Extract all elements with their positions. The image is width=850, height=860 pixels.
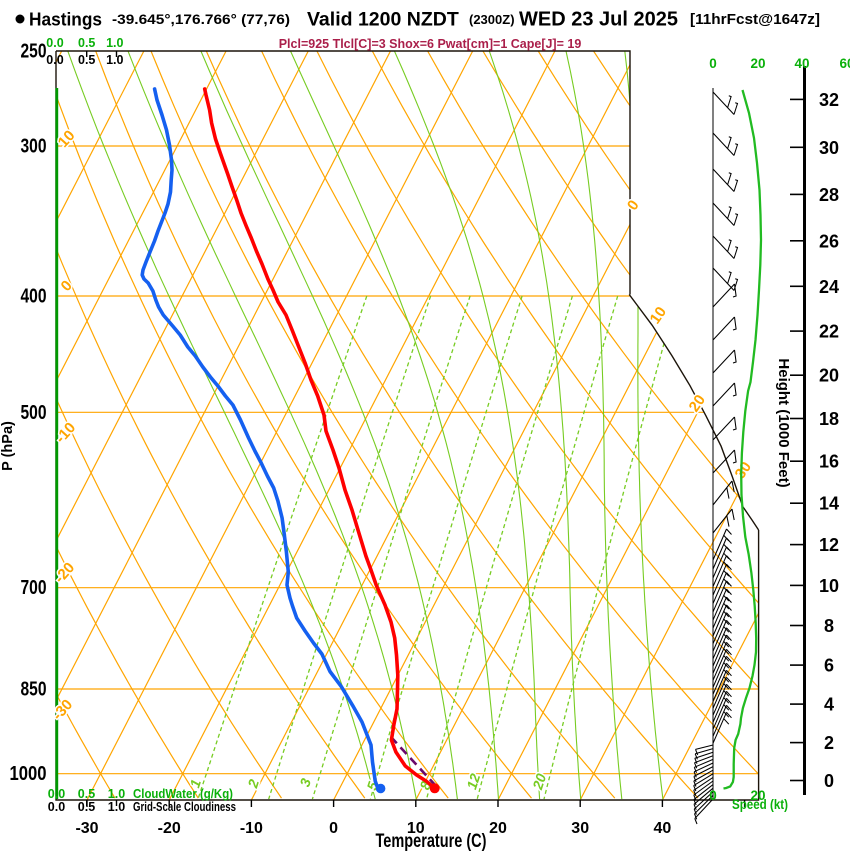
svg-text:Speed (kt): Speed (kt) <box>732 797 788 812</box>
svg-text:0.0: 0.0 <box>48 800 65 814</box>
svg-text:40: 40 <box>794 56 809 71</box>
svg-text:18: 18 <box>819 409 839 429</box>
svg-text:12: 12 <box>463 771 483 791</box>
svg-text:Valid 1200 NZDT: Valid 1200 NZDT <box>307 9 459 31</box>
svg-text:1.0: 1.0 <box>108 787 125 801</box>
svg-text:0: 0 <box>624 197 643 214</box>
svg-text:0: 0 <box>329 820 338 837</box>
svg-text:8: 8 <box>824 616 834 636</box>
svg-text:Grid-Scale Cloudiness: Grid-Scale Cloudiness <box>133 800 236 814</box>
svg-text:500: 500 <box>21 402 47 424</box>
svg-text:30: 30 <box>571 820 589 837</box>
svg-text:250: 250 <box>21 41 47 63</box>
svg-text:1000: 1000 <box>10 763 47 785</box>
svg-text:700: 700 <box>21 577 47 599</box>
svg-text:0.0: 0.0 <box>46 53 63 67</box>
svg-text:20: 20 <box>686 392 709 415</box>
svg-text:Plcl=925 Tlcl[C]=3 Shox=6 Pwat: Plcl=925 Tlcl[C]=3 Shox=6 Pwat[cm]=1 Cap… <box>279 37 582 51</box>
svg-text:24: 24 <box>819 277 839 297</box>
svg-text:0.5: 0.5 <box>78 800 95 814</box>
svg-text:-10: -10 <box>240 820 263 837</box>
svg-text:30: 30 <box>819 138 839 158</box>
svg-text:(2300Z): (2300Z) <box>469 12 515 27</box>
svg-text:1.0: 1.0 <box>108 800 125 814</box>
svg-text:300: 300 <box>21 136 47 158</box>
svg-text:-30: -30 <box>75 820 98 837</box>
svg-text:20: 20 <box>750 56 765 71</box>
svg-text:0: 0 <box>709 56 717 71</box>
svg-text:0.0: 0.0 <box>48 787 65 801</box>
svg-text:P (hPa): P (hPa) <box>0 421 16 471</box>
svg-text:1.0: 1.0 <box>106 36 123 50</box>
svg-text:850: 850 <box>21 679 47 701</box>
svg-text:32: 32 <box>819 90 839 110</box>
svg-text:28: 28 <box>819 185 839 205</box>
svg-text:[11hrFcst@1647z]: [11hrFcst@1647z] <box>690 12 820 28</box>
svg-text:400: 400 <box>21 286 47 308</box>
svg-text:1.0: 1.0 <box>106 53 123 67</box>
svg-text:CloudWater (g/Kg): CloudWater (g/Kg) <box>133 787 233 801</box>
svg-text:0.5: 0.5 <box>78 36 95 50</box>
svg-text:-30: -30 <box>49 696 76 723</box>
svg-text:10: 10 <box>819 576 839 596</box>
svg-text:40: 40 <box>654 820 672 837</box>
svg-text:6: 6 <box>824 656 834 676</box>
svg-text:-20: -20 <box>158 820 181 837</box>
svg-text:2: 2 <box>824 733 834 753</box>
svg-text:10: 10 <box>407 820 425 837</box>
svg-text:16: 16 <box>819 452 839 472</box>
svg-text:20: 20 <box>529 771 549 792</box>
svg-text:60: 60 <box>839 56 850 71</box>
svg-text:Hastings: Hastings <box>29 10 102 30</box>
svg-text:22: 22 <box>819 322 839 342</box>
svg-text:Temperature (C): Temperature (C) <box>376 831 487 852</box>
svg-text:0.5: 0.5 <box>78 787 95 801</box>
svg-text:0: 0 <box>824 771 834 791</box>
svg-text:0: 0 <box>58 277 76 295</box>
svg-text:10: 10 <box>55 127 79 151</box>
svg-text:14: 14 <box>819 494 839 514</box>
svg-text:4: 4 <box>824 695 834 715</box>
svg-text:0.5: 0.5 <box>78 53 95 67</box>
svg-text:0: 0 <box>709 788 717 803</box>
svg-text:3: 3 <box>296 776 314 789</box>
svg-text:WED 23 Jul 2025: WED 23 Jul 2025 <box>519 9 678 31</box>
svg-text:-39.645°,176.766° (77,76): -39.645°,176.766° (77,76) <box>112 11 290 27</box>
svg-text:20: 20 <box>489 820 507 837</box>
svg-text:20: 20 <box>750 788 765 803</box>
svg-text:26: 26 <box>819 231 839 251</box>
svg-text:12: 12 <box>819 535 839 555</box>
svg-text:Height (1000 Feet): Height (1000 Feet) <box>775 358 792 487</box>
svg-text:20: 20 <box>819 366 839 386</box>
svg-text:2: 2 <box>244 777 262 791</box>
svg-text:0.0: 0.0 <box>46 36 63 50</box>
